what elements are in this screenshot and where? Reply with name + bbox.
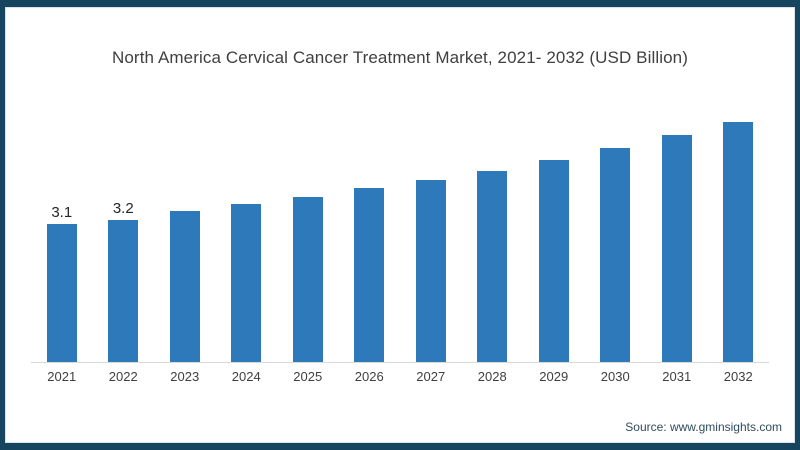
- bars-row: 3.1 3.2: [31, 88, 769, 362]
- bar-slot: [462, 88, 524, 362]
- bar-slot: [154, 88, 216, 362]
- x-axis-tick-label: 2030: [600, 369, 630, 384]
- x-axis-tick-label: 2028: [477, 369, 507, 384]
- x-axis-tick-label: 2023: [170, 369, 200, 384]
- bar-2028: [477, 171, 508, 362]
- bar-2026: [354, 188, 385, 362]
- x-axis-tick-label: 2021: [47, 369, 77, 384]
- bar-2024: [231, 204, 262, 362]
- x-axis-labels: 2021 2022 2023 2024 2025 2026 2027 2028 2029 2030…: [31, 369, 769, 384]
- x-axis-tick-label: 2024: [231, 369, 261, 384]
- chart-canvas: North America Cervical Cancer Treatment …: [5, 7, 795, 443]
- bar-slot: [277, 88, 339, 362]
- bar-2022: [108, 220, 139, 362]
- x-axis-line: [31, 362, 769, 363]
- bar-value-label: 3.1: [51, 204, 73, 221]
- bar-2025: [292, 197, 323, 362]
- bar-2029: [538, 160, 569, 362]
- bar-2027: [415, 180, 446, 362]
- bar-slot: [585, 88, 647, 362]
- bar-slot: [646, 88, 708, 362]
- bar-slot: [216, 88, 278, 362]
- bar-slot: 3.2: [93, 88, 155, 362]
- bar-2021: [46, 224, 77, 362]
- x-axis-tick-label: 2026: [354, 369, 384, 384]
- source-note: Source: www.gminsights.com: [625, 420, 782, 434]
- bar-2023: [169, 211, 200, 362]
- x-axis-tick-label: 2025: [293, 369, 323, 384]
- chart-title: North America Cervical Cancer Treatment …: [112, 48, 688, 67]
- bar-2030: [600, 148, 631, 362]
- bar-slot: [523, 88, 585, 362]
- bar-value-label: 3.2: [112, 200, 134, 217]
- bar-2031: [661, 135, 692, 362]
- bar-slot: [400, 88, 462, 362]
- bar-slot: [339, 88, 401, 362]
- x-axis-tick-label: 2031: [662, 369, 692, 384]
- bar-2032: [723, 122, 754, 362]
- bar-slot: [708, 88, 770, 362]
- x-axis-tick-label: 2022: [108, 369, 138, 384]
- bar-slot: 3.1: [31, 88, 93, 362]
- x-axis-tick-label: 2029: [539, 369, 569, 384]
- x-axis-tick-label: 2027: [416, 369, 446, 384]
- x-axis-tick-label: 2032: [723, 369, 753, 384]
